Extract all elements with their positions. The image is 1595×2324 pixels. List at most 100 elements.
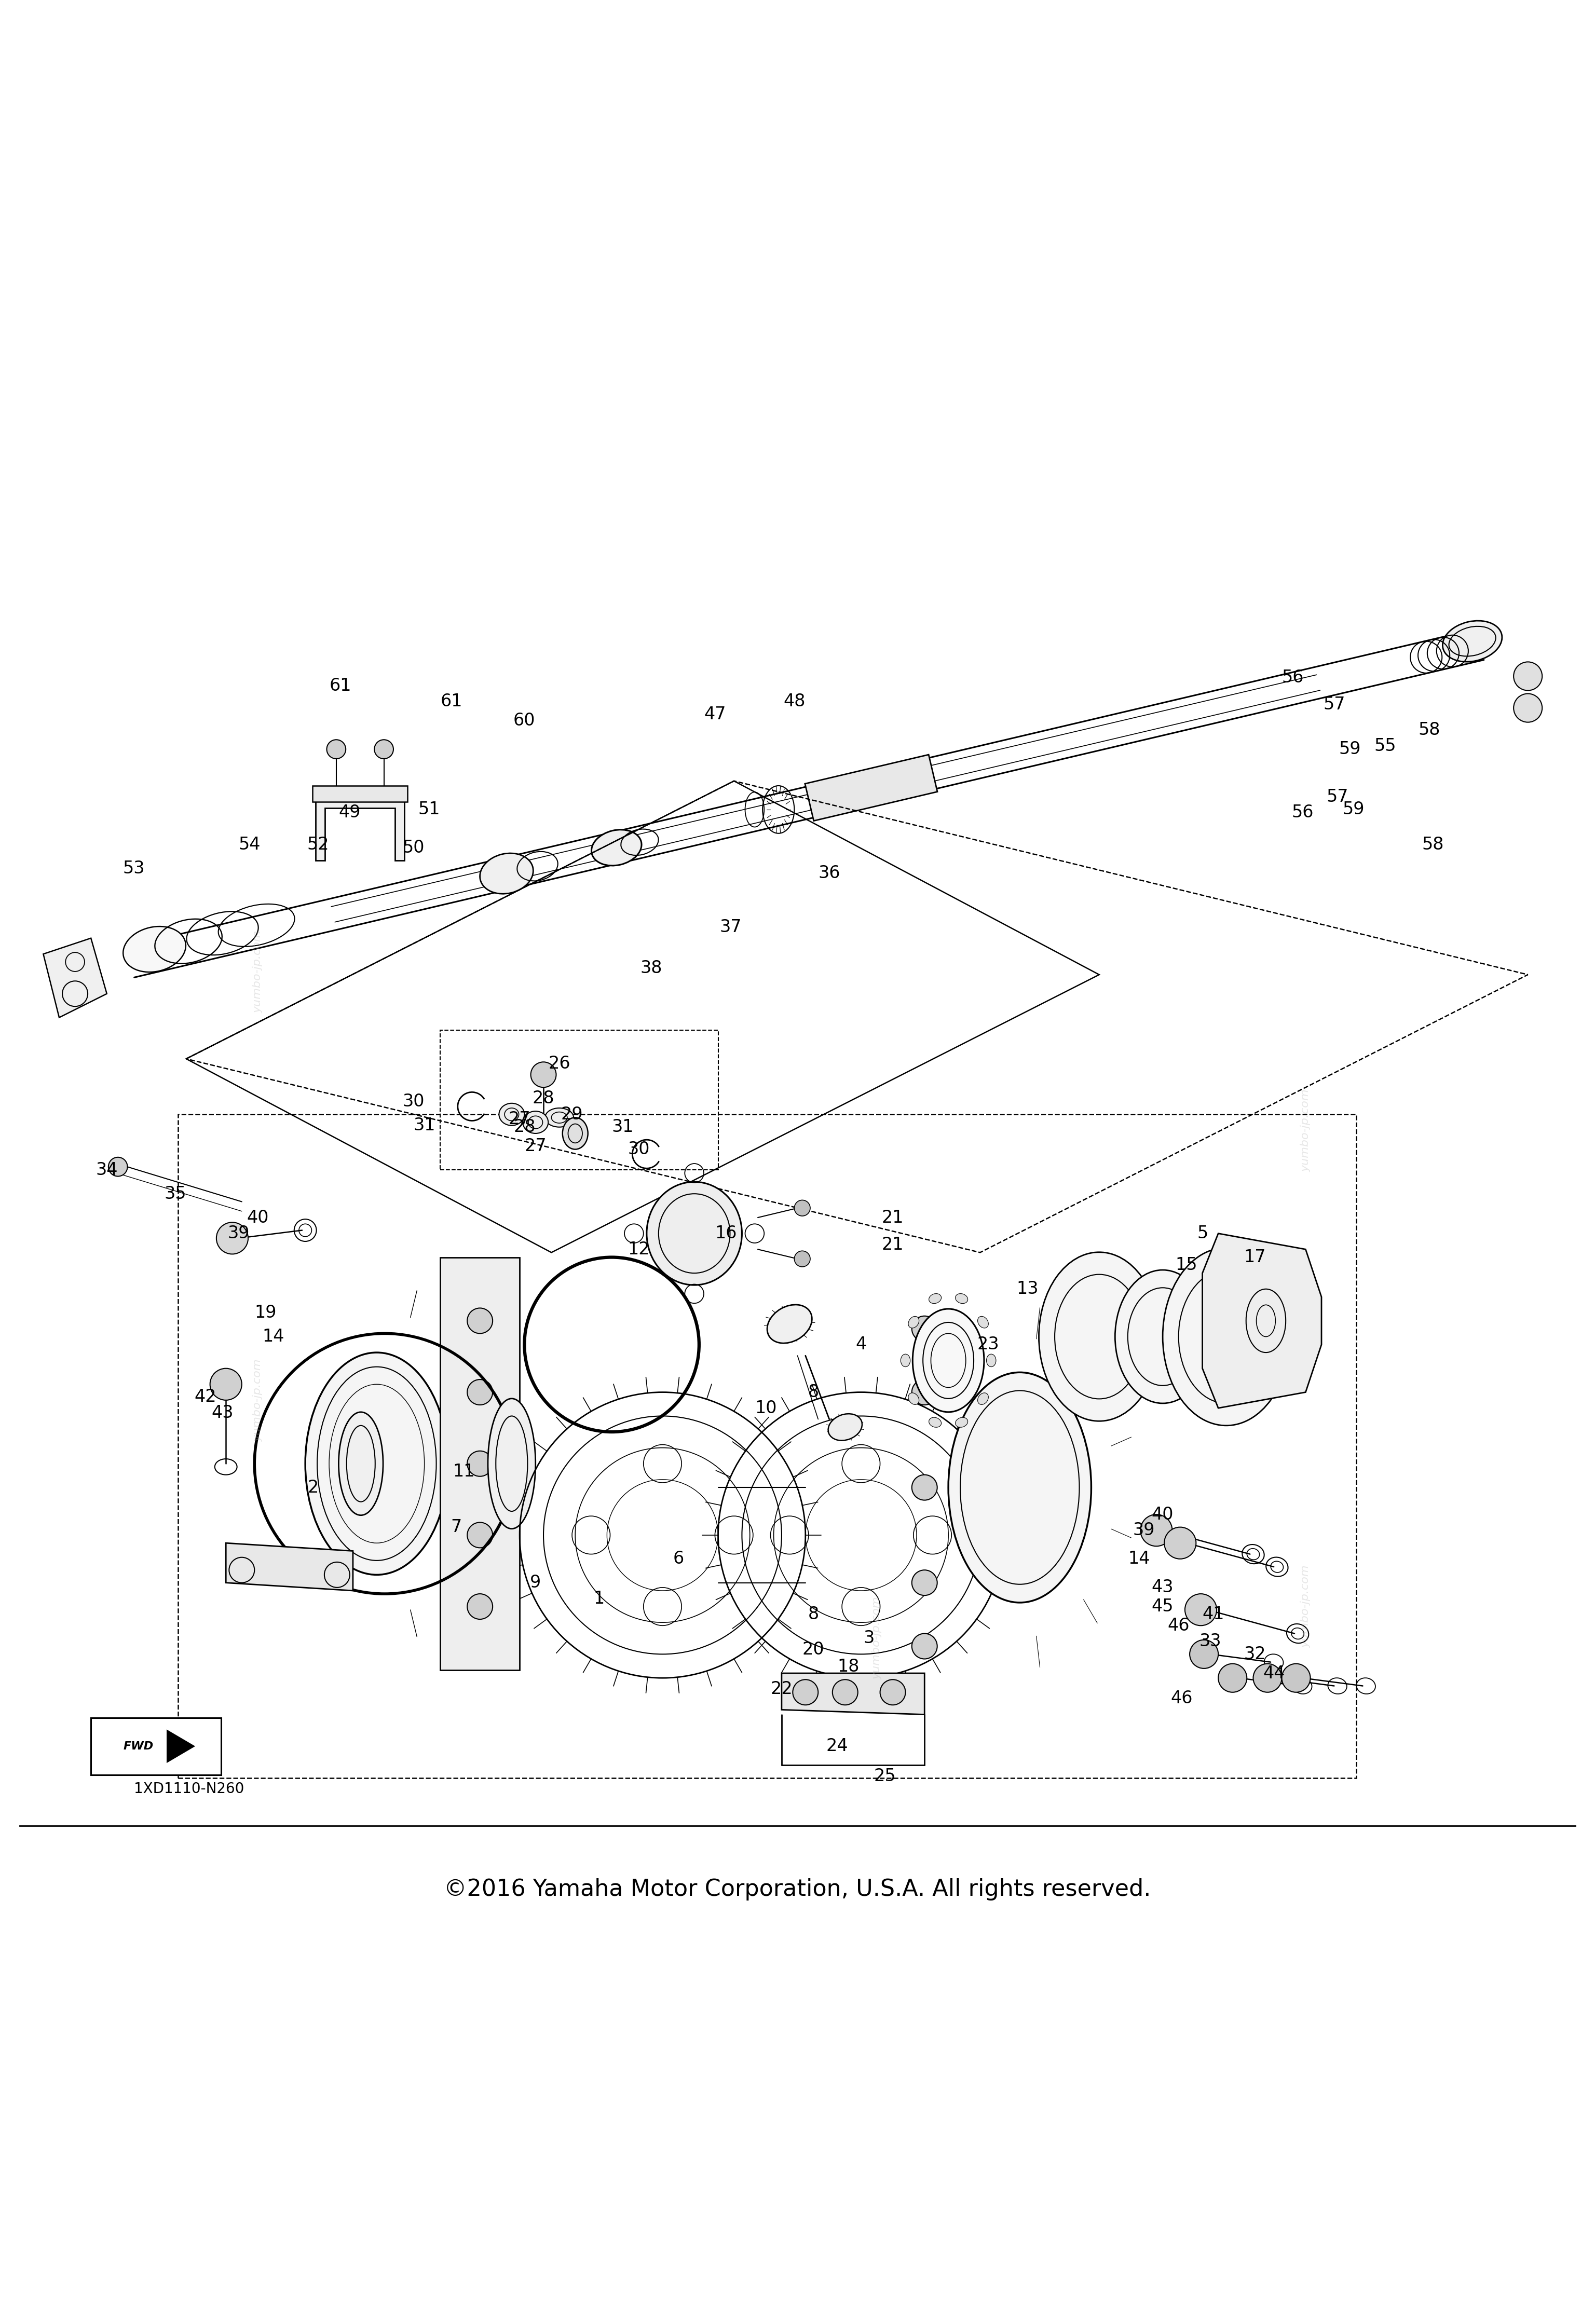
- Ellipse shape: [978, 1315, 989, 1327]
- Text: 27: 27: [509, 1111, 531, 1127]
- Polygon shape: [167, 1731, 195, 1762]
- Text: 56: 56: [1292, 804, 1313, 820]
- Circle shape: [1140, 1515, 1172, 1545]
- Text: 20: 20: [802, 1641, 825, 1657]
- Polygon shape: [91, 1717, 222, 1776]
- Text: 34: 34: [96, 1162, 118, 1178]
- Text: 19: 19: [255, 1304, 276, 1322]
- Ellipse shape: [908, 1392, 919, 1404]
- Text: 10: 10: [754, 1399, 777, 1418]
- Ellipse shape: [480, 853, 533, 895]
- Circle shape: [1219, 1664, 1247, 1692]
- Text: 3: 3: [863, 1629, 874, 1648]
- Text: 16: 16: [715, 1225, 737, 1241]
- Text: yumbo-jp.com: yumbo-jp.com: [252, 930, 263, 1013]
- Text: 48: 48: [783, 693, 805, 711]
- Text: 61: 61: [440, 693, 463, 711]
- Circle shape: [217, 1222, 249, 1255]
- Text: yumbo-jp.com: yumbo-jp.com: [252, 1360, 263, 1441]
- Circle shape: [1185, 1594, 1217, 1624]
- Circle shape: [1514, 662, 1542, 690]
- Text: 22: 22: [770, 1680, 793, 1697]
- Text: 31: 31: [612, 1118, 633, 1136]
- Ellipse shape: [908, 1315, 919, 1327]
- Text: 26: 26: [549, 1055, 571, 1071]
- Text: 15: 15: [1176, 1257, 1198, 1274]
- Ellipse shape: [1442, 621, 1502, 662]
- Text: FWD: FWD: [123, 1741, 153, 1752]
- Text: 55: 55: [1373, 737, 1396, 755]
- Ellipse shape: [955, 1418, 968, 1427]
- Text: 31: 31: [413, 1118, 435, 1134]
- Ellipse shape: [928, 1294, 941, 1304]
- Text: 54: 54: [239, 837, 260, 853]
- Text: 50: 50: [402, 839, 424, 855]
- Polygon shape: [782, 1673, 925, 1715]
- Text: 32: 32: [1244, 1645, 1266, 1662]
- Text: 37: 37: [719, 918, 742, 937]
- Text: 35: 35: [164, 1185, 187, 1202]
- Text: 51: 51: [418, 802, 440, 818]
- Ellipse shape: [545, 1109, 574, 1127]
- Bar: [179, 1116, 1356, 1778]
- Text: 57: 57: [1327, 788, 1348, 806]
- Circle shape: [912, 1476, 938, 1501]
- Circle shape: [467, 1380, 493, 1406]
- Text: 17: 17: [1244, 1248, 1266, 1267]
- Circle shape: [912, 1315, 938, 1341]
- Circle shape: [467, 1522, 493, 1548]
- Text: 9: 9: [530, 1573, 541, 1592]
- Text: 40: 40: [247, 1208, 268, 1227]
- Circle shape: [327, 739, 346, 758]
- Circle shape: [531, 1062, 557, 1088]
- Text: 11: 11: [453, 1464, 475, 1480]
- Ellipse shape: [646, 1183, 742, 1285]
- Text: 36: 36: [818, 865, 841, 881]
- Ellipse shape: [563, 1118, 589, 1150]
- Polygon shape: [316, 797, 405, 860]
- Ellipse shape: [488, 1399, 536, 1529]
- Text: 24: 24: [826, 1738, 849, 1755]
- Ellipse shape: [978, 1392, 989, 1404]
- Text: 21: 21: [882, 1236, 904, 1253]
- Ellipse shape: [523, 1111, 549, 1134]
- Text: 41: 41: [1203, 1606, 1225, 1622]
- Ellipse shape: [986, 1355, 995, 1367]
- Ellipse shape: [901, 1355, 911, 1367]
- Circle shape: [794, 1250, 810, 1267]
- Text: 46: 46: [1168, 1618, 1190, 1634]
- Text: 60: 60: [514, 711, 536, 730]
- Polygon shape: [313, 786, 408, 802]
- Polygon shape: [43, 939, 107, 1018]
- Polygon shape: [805, 755, 938, 820]
- Ellipse shape: [949, 1373, 1091, 1604]
- Text: 29: 29: [561, 1106, 584, 1122]
- Ellipse shape: [828, 1413, 863, 1441]
- Ellipse shape: [1115, 1269, 1211, 1404]
- Text: 46: 46: [1171, 1690, 1193, 1708]
- Ellipse shape: [499, 1104, 525, 1125]
- Ellipse shape: [592, 830, 641, 865]
- Text: yumbo-jp.com: yumbo-jp.com: [1300, 1564, 1311, 1648]
- Circle shape: [1254, 1664, 1282, 1692]
- Ellipse shape: [912, 1308, 984, 1413]
- Circle shape: [912, 1634, 938, 1659]
- Text: 7: 7: [451, 1518, 461, 1536]
- Text: 39: 39: [228, 1225, 250, 1241]
- Text: 59: 59: [1340, 741, 1361, 758]
- Text: yumbo-jp.com: yumbo-jp.com: [872, 1597, 882, 1680]
- Circle shape: [1190, 1641, 1219, 1669]
- Circle shape: [912, 1571, 938, 1594]
- Text: 2: 2: [308, 1478, 319, 1497]
- Text: 43: 43: [1152, 1578, 1174, 1597]
- Ellipse shape: [305, 1353, 448, 1576]
- Text: 25: 25: [874, 1769, 896, 1785]
- Text: 61: 61: [329, 676, 351, 695]
- Circle shape: [794, 1199, 810, 1215]
- Text: 23: 23: [978, 1336, 998, 1353]
- Text: 12: 12: [628, 1241, 649, 1257]
- Text: 30: 30: [402, 1092, 424, 1111]
- Text: yumbo-jp.com: yumbo-jp.com: [1300, 1090, 1311, 1171]
- Text: 8: 8: [809, 1383, 818, 1401]
- Text: 27: 27: [525, 1136, 547, 1155]
